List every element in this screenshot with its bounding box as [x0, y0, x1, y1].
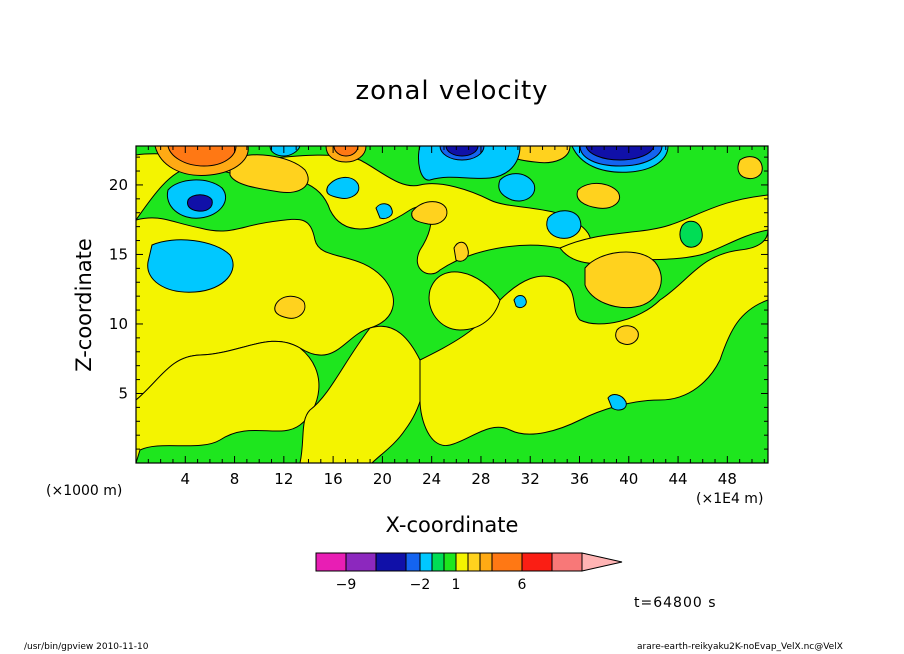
colorbar-swatch	[521, 552, 553, 572]
x-tick-label: 32	[521, 470, 540, 488]
y-tick-label: 5	[118, 384, 128, 402]
x-tick-label: 28	[471, 470, 490, 488]
x-axis-label: X-coordinate	[385, 513, 519, 537]
x-tick-label: 48	[718, 470, 737, 488]
colorbar-tick-label: −9	[336, 577, 357, 593]
x-tick-label: 20	[373, 470, 392, 488]
contour-plot-area	[136, 146, 768, 463]
x-tick-label: 4	[181, 470, 191, 488]
colorbar-swatch	[315, 552, 347, 572]
footer-left: /usr/bin/gpview 2010-11-10	[24, 642, 149, 652]
field-region	[513, 295, 527, 309]
field-region	[147, 239, 234, 293]
time-label: t=64800 s	[634, 595, 717, 611]
x-tick-label: 44	[669, 470, 688, 488]
colorbar-swatch	[375, 552, 407, 572]
x-tick-label: 40	[619, 470, 638, 488]
field-region	[445, 146, 479, 157]
footer-right: arare-earth-reikyaku2K-noEvap_VelX.nc@Ve…	[637, 642, 843, 652]
field-region	[299, 325, 425, 463]
x-tick-label: 36	[570, 470, 589, 488]
field-region	[187, 194, 213, 212]
colorbar-swatch	[431, 552, 445, 572]
field-region	[585, 146, 655, 161]
colorbar: −9 −2 1 6	[315, 552, 623, 593]
field-region	[453, 241, 469, 262]
colorbar-tick-label: 1	[452, 577, 461, 593]
y-tick-label: 20	[109, 176, 128, 194]
colorbar-tick-label: 6	[518, 577, 527, 593]
field-region	[737, 156, 763, 179]
field-region	[428, 271, 501, 331]
field-region	[615, 325, 639, 345]
x-axis: 4 8 12 16 20 24 28 32 36 40 44 48	[135, 146, 765, 488]
colorbar-swatch	[419, 552, 433, 572]
x-tick-label: 12	[274, 470, 293, 488]
x-scale-label: (×1E4 m)	[696, 491, 764, 507]
colorbar-swatch	[345, 552, 377, 572]
colorbar-extend-arrow	[581, 552, 623, 572]
field-region	[269, 146, 301, 157]
colorbar-swatch	[467, 552, 481, 572]
field-region	[411, 201, 448, 225]
field-region	[229, 154, 309, 194]
y-tick-label: 15	[109, 245, 128, 263]
field-region	[584, 251, 662, 308]
x-tick-label: 8	[230, 470, 240, 488]
field-region	[576, 183, 620, 209]
colorbar-swatch	[479, 552, 493, 572]
field-region	[326, 177, 360, 199]
x-tick-label: 16	[324, 470, 343, 488]
x-unit-label: (×1000 m)	[46, 483, 123, 499]
colorbar-tick-label: −2	[410, 577, 431, 593]
colorbar-swatch	[491, 552, 523, 572]
field-region	[607, 394, 627, 411]
colorbar-swatch	[455, 552, 469, 572]
colorbar-swatch	[551, 552, 583, 572]
y-axis: 5 10 15 20	[109, 156, 768, 464]
colorbar-swatch	[405, 552, 421, 572]
field-region	[419, 229, 768, 446]
chart-title: zonal velocity	[355, 76, 549, 106]
field-region	[679, 220, 703, 248]
field-region	[274, 295, 306, 319]
field-region	[546, 210, 582, 239]
field-region	[375, 203, 393, 219]
y-tick-label: 10	[109, 315, 128, 333]
x-tick-label: 24	[422, 470, 441, 488]
plot-frame	[135, 145, 769, 464]
colorbar-swatch	[443, 552, 457, 572]
field-region	[498, 173, 536, 202]
